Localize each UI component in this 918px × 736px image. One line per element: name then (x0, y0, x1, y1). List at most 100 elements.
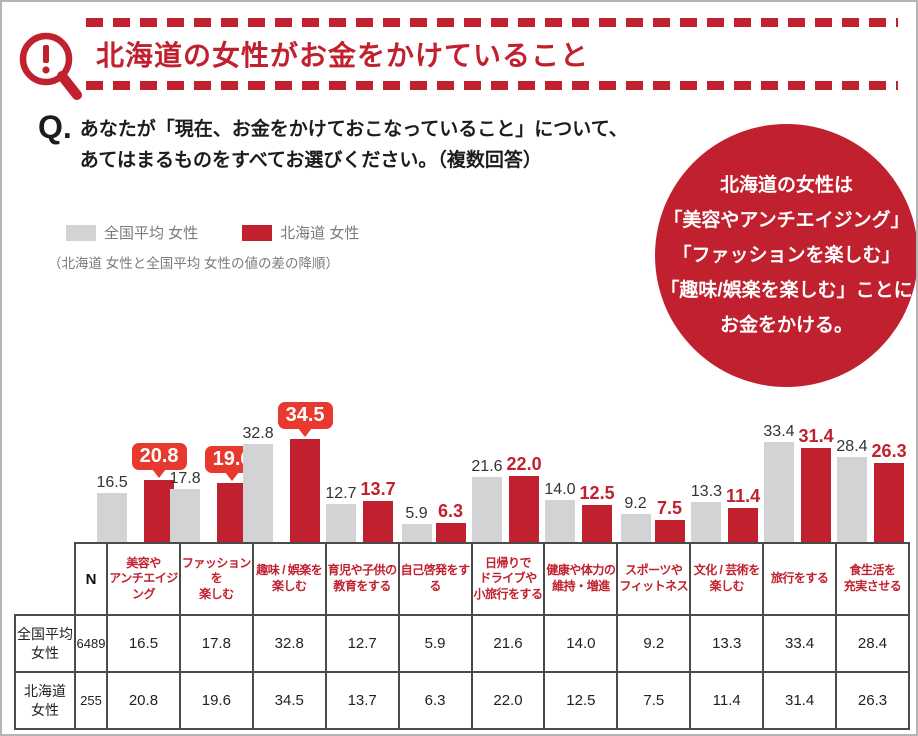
value-cell: 11.4 (689, 671, 765, 730)
category-header: 育児や子供の 教育をする (324, 542, 400, 616)
national-average-bar-group: 14.0 (544, 481, 576, 542)
national-average-bar (691, 502, 722, 542)
hokkaido-bar (654, 519, 685, 542)
category-header: スポーツや フィットネス (616, 542, 692, 616)
national-average-bar (544, 500, 575, 542)
value-cell: 7.5 (616, 671, 692, 730)
magnifier-exclamation-icon (19, 32, 82, 100)
national-average-value-label: 5.9 (405, 505, 428, 523)
hokkaido-legend-label: 北海道 女性 (280, 225, 360, 242)
value-cell: 20.8 (106, 671, 181, 730)
value-cell: 5.9 (397, 614, 473, 673)
national-average-bar-group: 5.9 (401, 505, 432, 542)
hokkaido-bar (290, 438, 321, 542)
hokkaido-bar (144, 479, 175, 542)
national-average-value-label: 21.6 (471, 458, 503, 476)
national-average-bar-group: 21.6 (471, 458, 503, 542)
hokkaido-value-label: 12.5 (579, 482, 615, 503)
national-average-value-label: 32.8 (242, 424, 274, 442)
chart-category-group: 14.0 12.5 (543, 387, 616, 542)
value-cell: 17.8 (178, 614, 254, 673)
hokkaido-bar (217, 483, 248, 542)
hokkaido-value-label: 13.7 (360, 478, 396, 499)
hokkaido-value-label: 22.0 (506, 454, 542, 474)
value-cell: 13.7 (324, 671, 400, 730)
value-cell: 22.0 (470, 671, 546, 730)
hokkaido-value-label: 31.4 (798, 425, 834, 446)
summary-line-1: 北海道の女性は (719, 174, 853, 196)
hokkaido-value-label: 26.3 (871, 441, 907, 462)
national-average-value-label: 16.5 (96, 473, 128, 491)
national-average-legend-label: 全国平均 女性 (104, 225, 199, 242)
summary-line-5: お金をかける。 (719, 315, 853, 337)
chart-category-group: 28.4 26.3 (835, 387, 908, 542)
hokkaido-bar-group: 7.5 (654, 497, 685, 542)
grouped-bar-chart: 16.5 20.8 17.8 19.6 32.8 34.5 12.7 13.7 5.9 6.3 21… (96, 387, 908, 542)
value-cell: 33.4 (762, 614, 838, 673)
hokkaido-bar (435, 523, 466, 542)
summary-circle: 北海道の女性は 「美容やアンチエイジング」 「ファッションを楽しむ」 「趣味/娯… (655, 124, 916, 387)
hokkaido-bar-group: 31.4 (799, 426, 834, 542)
hokkaido-value-callout: 20.8 (131, 442, 187, 470)
callout-tail (152, 468, 167, 478)
national-average-bar (763, 441, 794, 542)
value-cell: 13.3 (689, 614, 765, 673)
national-average-bar-group: 9.2 (620, 495, 651, 542)
survey-question: Q. あなたが「現在、お金をかけておこなっていること」について、 あてはまるもの… (38, 109, 628, 177)
n-value-cell: 6489 (74, 614, 108, 673)
n-value-cell: 255 (74, 671, 108, 730)
national-average-bar (836, 456, 867, 542)
national-average-swatch (66, 224, 96, 241)
category-header: 趣味 / 娯楽を 楽しむ (251, 542, 327, 616)
callout-tail (298, 427, 313, 437)
value-cell: 32.8 (251, 614, 327, 673)
national-average-value-label: 28.4 (836, 437, 868, 455)
hokkaido-bar (874, 463, 905, 542)
national-average-value-label: 12.7 (325, 484, 357, 502)
national-average-bar (620, 514, 651, 542)
value-cell: 31.4 (762, 671, 838, 730)
table-row: 全国平均 女性 6489 16.5 17.8 32.8 12.7 5.9 21.6 14.0 9.… (14, 614, 910, 673)
category-header: 健康や体力の 維持・増進 (543, 542, 619, 616)
data-table: N 美容や アンチエイジング ファッションを 楽しむ 趣味 / 娯楽を 楽しむ 育児や子… (14, 542, 910, 730)
national-average-value-label: 14.0 (544, 481, 576, 498)
chart-legend: 全国平均 女性 北海道 女性 （北海道 女性と全国平均 女性の値の差の降順） (48, 222, 359, 272)
national-average-value-label: 17.8 (169, 469, 201, 487)
table-corner-cell (15, 543, 75, 615)
category-header: ファッションを 楽しむ (178, 542, 254, 616)
national-average-bar-group: 13.3 (691, 483, 722, 542)
header-banner: 北海道の女性がお金をかけていること (86, 18, 898, 90)
question-prefix: Q. (38, 109, 72, 145)
table-header-row: N 美容や アンチエイジング ファッションを 楽しむ 趣味 / 娯楽を 楽しむ 育児や子… (15, 542, 910, 616)
chart-category-group: 17.8 19.6 (169, 387, 260, 542)
hokkaido-bar-group: 12.5 (579, 482, 615, 542)
category-header: 美容や アンチエイジング (106, 542, 181, 616)
summary-text: 北海道の女性は 「美容やアンチエイジング」 「ファッションを楽しむ」 「趣味/娯… (660, 168, 912, 344)
hokkaido-bar-group: 11.4 (726, 486, 760, 542)
n-column-header: N (74, 542, 108, 616)
table-row: 北海道 女性 255 20.8 19.6 34.5 13.7 6.3 22.0 12.5 7.5 1… (14, 671, 910, 730)
chart-category-group: 5.9 6.3 (397, 387, 470, 542)
page-title: 北海道の女性がお金をかけていること (96, 40, 590, 71)
dashed-divider-top (86, 18, 898, 27)
national-average-bar (401, 524, 432, 542)
category-header: 文化 / 芸術を 楽しむ (689, 542, 765, 616)
chart-category-group: 13.3 11.4 (689, 387, 762, 542)
national-average-bar (170, 488, 201, 542)
series-row-label: 北海道 女性 (14, 671, 76, 730)
sort-order-note: （北海道 女性と全国平均 女性の値の差の降順） (48, 256, 340, 271)
hokkaido-value-label: 7.5 (656, 497, 683, 518)
hokkaido-value-callout: 34.5 (277, 401, 333, 429)
chart-category-group: 32.8 34.5 (242, 387, 333, 542)
hokkaido-value-label: 11.4 (726, 485, 761, 506)
question-line-2: あてはまるものをすべてお選びください。（複数回答） (79, 150, 542, 172)
value-cell: 21.6 (470, 614, 546, 673)
national-average-value-label: 13.3 (690, 483, 723, 501)
national-average-bar-group: 12.7 (325, 484, 357, 542)
value-cell: 14.0 (543, 614, 619, 673)
value-cell: 9.2 (616, 614, 692, 673)
category-header: 日帰りで ドライブや 小旅行をする (470, 542, 546, 616)
callout-tail (225, 472, 240, 482)
value-cell: 28.4 (835, 614, 910, 673)
value-cell: 16.5 (106, 614, 181, 673)
